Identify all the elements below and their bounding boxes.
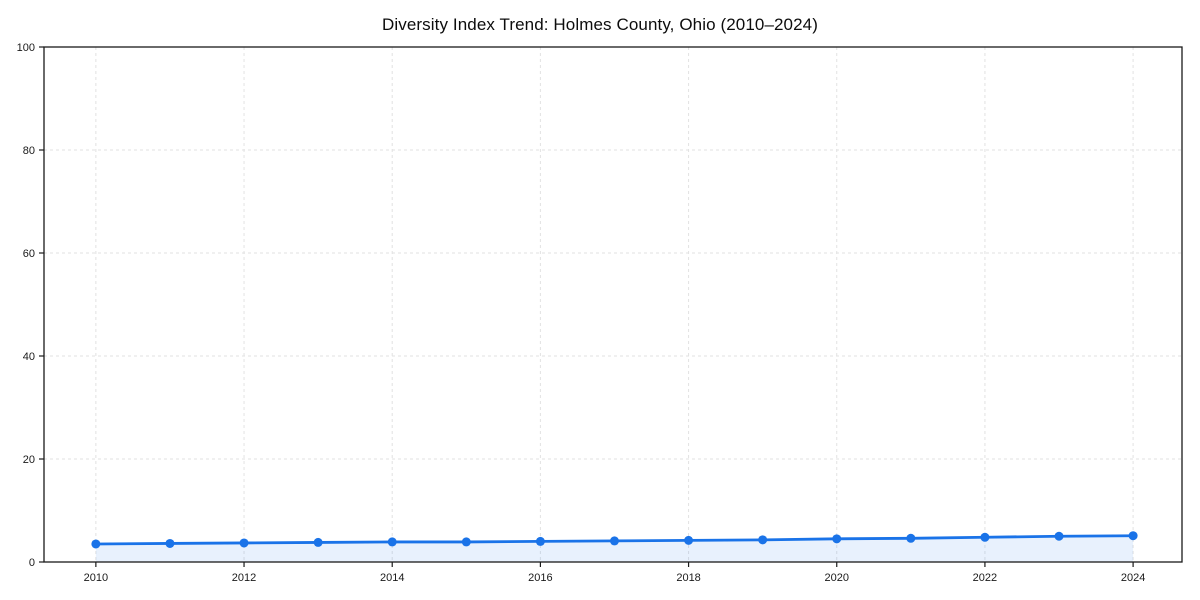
x-tick-label: 2012 bbox=[232, 572, 256, 584]
data-point-marker bbox=[313, 537, 323, 547]
data-point-marker bbox=[1054, 531, 1064, 541]
data-point-marker bbox=[1128, 531, 1138, 541]
x-tick-label: 2014 bbox=[380, 572, 404, 584]
x-tick-label: 2010 bbox=[84, 572, 108, 584]
chart-title: Diversity Index Trend: Holmes County, Oh… bbox=[382, 15, 818, 34]
x-tick-label: 2020 bbox=[825, 572, 849, 584]
y-tick-label: 80 bbox=[23, 145, 35, 157]
x-tick-label: 2018 bbox=[676, 572, 700, 584]
data-point-marker bbox=[609, 536, 619, 546]
data-point-marker bbox=[758, 535, 768, 545]
y-tick-label: 100 bbox=[17, 42, 35, 54]
data-point-marker bbox=[239, 538, 249, 548]
y-tick-label: 20 bbox=[23, 454, 35, 466]
data-point-marker bbox=[535, 536, 545, 546]
x-tick-label: 2024 bbox=[1121, 572, 1145, 584]
data-point-marker bbox=[906, 533, 916, 543]
data-point-marker bbox=[165, 538, 175, 548]
data-point-marker bbox=[461, 537, 471, 547]
data-point-marker bbox=[91, 539, 101, 549]
x-tick-label: 2022 bbox=[973, 572, 997, 584]
data-point-marker bbox=[387, 537, 397, 547]
x-tick-label: 2016 bbox=[528, 572, 552, 584]
y-tick-label: 40 bbox=[23, 351, 35, 363]
data-point-marker bbox=[980, 532, 990, 542]
y-tick-label: 0 bbox=[29, 557, 35, 569]
plot-border bbox=[43, 46, 1183, 563]
data-point-marker bbox=[684, 535, 694, 545]
y-tick-label: 60 bbox=[23, 248, 35, 260]
data-point-marker bbox=[832, 534, 842, 544]
